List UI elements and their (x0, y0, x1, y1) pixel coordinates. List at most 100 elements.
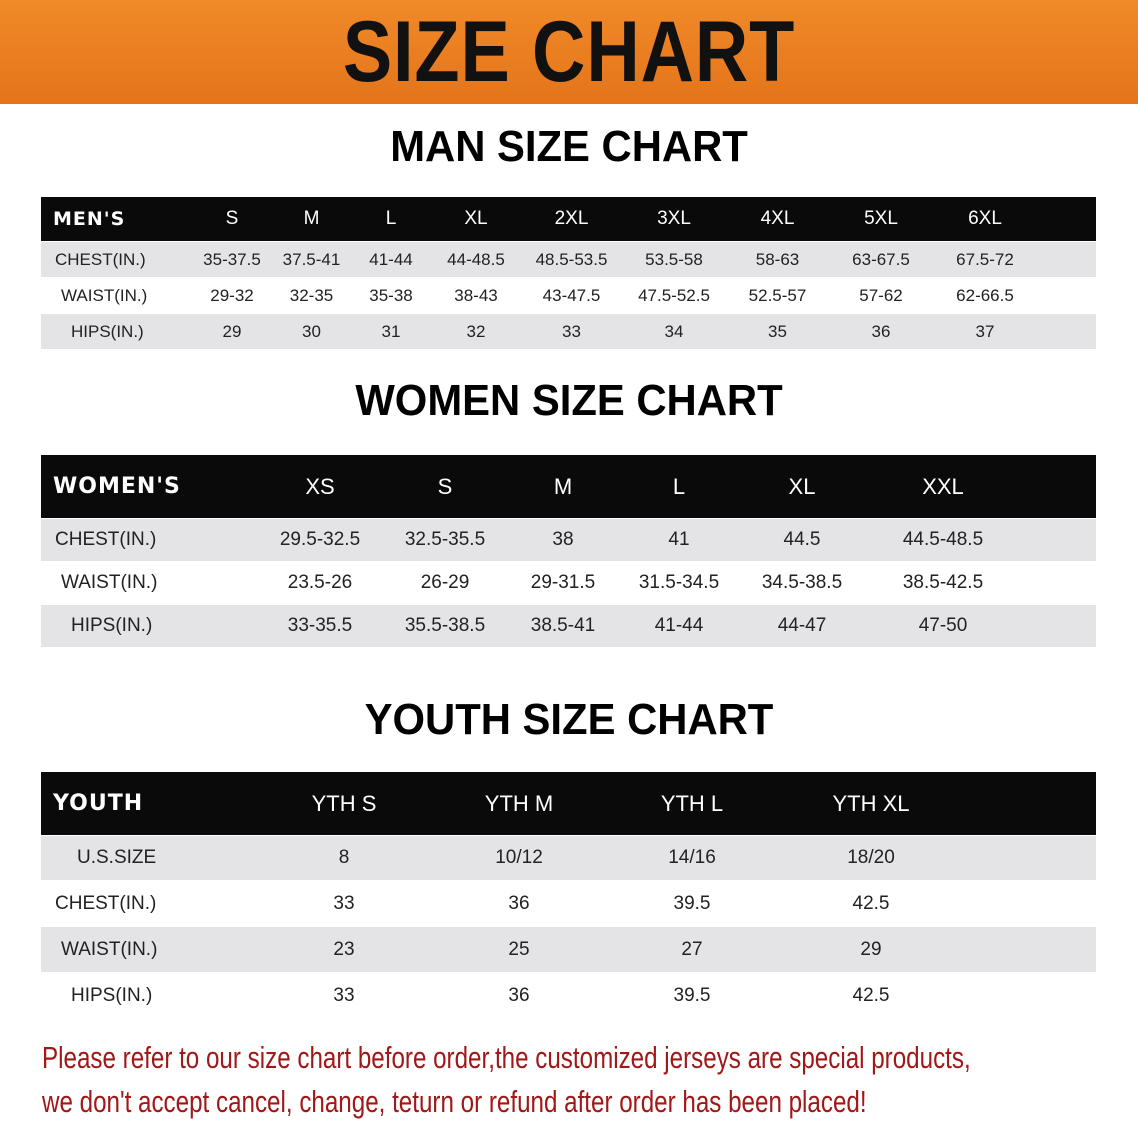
table-cell: 34.5-38.5 (761, 572, 843, 593)
table-cell: 30 (302, 321, 321, 341)
table-cell: 32.5-35.5 (404, 529, 486, 550)
table-cell: 41-44 (369, 249, 413, 269)
table-row: WAIST(IN.) 23.5-26 26-29 29-31.5 31.5-34.5 34… (41, 562, 1096, 604)
table-cell: 33 (333, 984, 355, 1006)
table-cell: 44.5 (783, 529, 821, 550)
table-row: WAIST(IN.) 29-32 32-35 35-38 38-43 43-47.5 47.… (41, 278, 1096, 313)
table-cell: 25 (508, 938, 530, 960)
women-section-title: WOMEN SIZE CHART (355, 376, 783, 425)
row-label: HIPS(IN.) (71, 321, 144, 341)
table-cell: 37 (975, 321, 995, 341)
table-cell: 31 (381, 321, 401, 341)
table-cell: 18/20 (847, 847, 895, 868)
table-cell: 44-48.5 (447, 249, 505, 269)
size-column-header: 6XL (968, 208, 1002, 229)
size-column-header: L (672, 473, 686, 499)
table-cell: 38.5-42.5 (902, 572, 984, 593)
row-label: U.S.SIZE (77, 847, 157, 868)
row-label: CHEST(IN.) (55, 249, 146, 269)
table-cell: 27 (681, 938, 703, 960)
table-cell: 33 (562, 321, 581, 341)
table-cell: 44-47 (777, 615, 827, 636)
table-cell: 36 (508, 984, 530, 1006)
table-row: HIPS(IN.) 33-35.5 35.5-38.5 38.5-41 41-44 44-… (41, 605, 1096, 647)
table-header-label: YOUTH (53, 791, 144, 816)
table-cell: 42.5 (852, 984, 890, 1006)
size-column-header: YTH M (484, 790, 554, 816)
size-column-header: 2XL (554, 208, 589, 229)
table-cell: 23 (333, 938, 355, 960)
table-cell: 44.5-48.5 (902, 529, 984, 550)
youth-section-title: YOUTH SIZE CHART (364, 695, 774, 744)
table-row: HIPS(IN.) 33 36 39.5 42.5 (41, 973, 1096, 1018)
table-row: U.S.SIZE 8 10/12 14/16 18/20 (41, 836, 1096, 880)
size-column-header: S (437, 473, 453, 499)
row-label: WAIST(IN.) (61, 572, 158, 593)
table-cell: 32-35 (289, 285, 334, 305)
table-header-label: MEN'S (53, 208, 126, 230)
order-notice-line-1: Please refer to our size chart before or… (42, 1040, 971, 1075)
table-header-row: WOMEN'S XS S M L XL XXL (41, 455, 1096, 518)
table-cell: 52.5-57 (748, 285, 807, 305)
table-header-row: YOUTH YTH S YTH M YTH L YTH XL (41, 772, 1096, 835)
table-row: HIPS(IN.) 29 30 31 32 33 34 35 36 37 (41, 314, 1096, 349)
table-cell: 36 (871, 321, 891, 341)
size-chart-banner: SIZE CHART (0, 0, 1138, 104)
table-cell: 62-66.5 (956, 285, 1014, 305)
page-title: SIZE CHART (342, 4, 796, 100)
table-cell: 23.5-26 (287, 572, 353, 593)
table-row: CHEST(IN.) 33 36 39.5 42.5 (41, 881, 1096, 926)
row-label: CHEST(IN.) (55, 892, 157, 914)
table-cell: 26-29 (420, 572, 470, 593)
size-column-header: XL (464, 208, 488, 229)
table-cell: 37.5-41 (282, 249, 341, 269)
table-cell: 32 (466, 321, 486, 341)
row-label: HIPS(IN.) (71, 984, 153, 1006)
table-cell: 29 (222, 321, 242, 341)
table-cell: 35.5-38.5 (404, 615, 486, 636)
table-cell: 38 (552, 529, 574, 550)
order-notice: Please refer to our size chart before or… (42, 1036, 1138, 1124)
table-cell: 39.5 (673, 892, 711, 914)
row-label: CHEST(IN.) (55, 529, 157, 550)
table-cell: 43-47.5 (542, 285, 601, 305)
size-column-header: 4XL (760, 208, 795, 229)
table-cell: 35 (768, 321, 787, 341)
table-cell: 41 (668, 529, 690, 550)
table-cell: 67.5-72 (956, 249, 1014, 269)
table-cell: 34 (664, 321, 684, 341)
size-column-header: XS (305, 473, 335, 499)
table-header-row: MEN'S S M L XL 2XL 3XL 4XL 5XL 6XL (41, 197, 1096, 241)
order-notice-line-2: we don't accept cancel, change, teturn o… (42, 1084, 867, 1119)
size-column-header: L (385, 208, 397, 229)
table-cell: 35-38 (369, 285, 413, 305)
size-column-header: S (225, 208, 239, 229)
row-label: WAIST(IN.) (61, 938, 158, 960)
table-cell: 14/16 (668, 847, 716, 868)
table-row: CHEST(IN.) 35-37.5 37.5-41 41-44 44-48.5 48.5… (41, 242, 1096, 277)
table-cell: 39.5 (673, 984, 711, 1006)
table-cell: 33-35.5 (287, 615, 353, 636)
table-cell: 58-63 (755, 249, 800, 269)
row-label: WAIST(IN.) (61, 285, 148, 305)
size-column-header: XL (788, 473, 816, 499)
men-size-table: MEN'S S M L XL 2XL 3XL 4XL 5XL 6XL CHEST(IN.) 35-37… (41, 197, 1096, 349)
table-cell: 35-37.5 (203, 249, 261, 269)
row-label: HIPS(IN.) (71, 615, 153, 636)
table-cell: 42.5 (852, 892, 890, 914)
table-cell: 31.5-34.5 (638, 572, 720, 593)
table-cell: 41-44 (654, 615, 704, 636)
table-cell: 29 (860, 938, 882, 960)
table-header-label: WOMEN'S (53, 474, 181, 499)
table-cell: 38.5-41 (530, 615, 596, 636)
women-size-table: WOMEN'S XS S M L XL XXL CHEST(IN.) 29.5-32.5 32.5… (41, 455, 1096, 647)
table-cell: 53.5-58 (645, 249, 703, 269)
table-cell: 57-62 (859, 285, 903, 305)
table-cell: 29-31.5 (530, 572, 596, 593)
size-column-header: M (303, 208, 320, 229)
size-column-header: YTH XL (832, 790, 910, 816)
table-cell: 29.5-32.5 (279, 529, 361, 550)
size-column-header: 5XL (864, 208, 898, 229)
size-column-header: XXL (922, 473, 964, 499)
table-cell: 63-67.5 (852, 249, 910, 269)
